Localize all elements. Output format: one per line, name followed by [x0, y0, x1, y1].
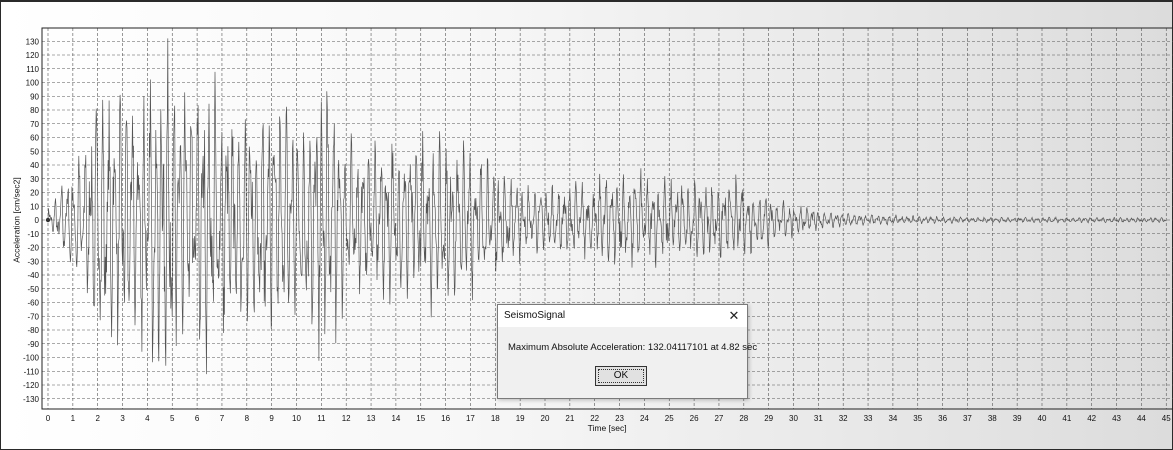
- x-tick-label: 1: [71, 414, 76, 423]
- x-tick-label: 32: [839, 414, 848, 423]
- close-icon[interactable]: ✕: [728, 308, 740, 323]
- x-tick-label: 27: [714, 414, 723, 423]
- y-tick-label: 120: [26, 51, 40, 60]
- x-tick-label: 9: [269, 414, 274, 423]
- y-tick-label: 90: [30, 92, 39, 101]
- x-tick-label: 17: [466, 414, 475, 423]
- x-tick-label: 2: [95, 414, 100, 423]
- y-tick-label: -70: [27, 312, 39, 321]
- y-tick-label: -30: [27, 257, 39, 266]
- y-tick-label: 0: [35, 216, 40, 225]
- x-axis-title: Time [sec]: [588, 423, 627, 433]
- y-tick-label: 40: [30, 161, 39, 170]
- start-point-marker: [45, 217, 51, 223]
- x-tick-label: 14: [391, 414, 400, 423]
- y-tick-label: 60: [30, 134, 39, 143]
- y-tick-label: -50: [27, 285, 39, 294]
- y-axis-title: Acceleration [cm/sec2]: [11, 177, 21, 263]
- y-tick-label: -130: [23, 395, 40, 404]
- y-tick-labels: 1301201101009080706050403020100-10-20-30…: [23, 37, 40, 404]
- x-tick-label: 34: [888, 414, 897, 423]
- x-tick-label: 6: [195, 414, 200, 423]
- x-tick-label: 22: [590, 414, 599, 423]
- x-tick-label: 11: [317, 414, 326, 423]
- y-tick-label: 130: [26, 37, 40, 46]
- y-tick-label: 70: [30, 120, 39, 129]
- acceleration-series: [45, 38, 1167, 375]
- y-tick-label: 80: [30, 106, 39, 115]
- y-tick-label: 30: [30, 175, 39, 184]
- dialog-title: SeismoSignal: [504, 310, 566, 321]
- x-tick-label: 40: [1038, 414, 1047, 423]
- y-tick-label: -80: [27, 326, 39, 335]
- x-tick-label: 12: [342, 414, 351, 423]
- y-tick-label: -100: [23, 354, 40, 363]
- x-tick-label: 24: [640, 414, 649, 423]
- y-tick-label: 10: [30, 202, 39, 211]
- x-tick-label: 45: [1162, 414, 1171, 423]
- x-tick-label: 36: [938, 414, 947, 423]
- y-tick-label: -20: [27, 244, 39, 253]
- y-tick-label: -120: [23, 381, 40, 390]
- x-tick-label: 33: [864, 414, 873, 423]
- y-tick-label: 50: [30, 147, 39, 156]
- x-tick-label: 20: [541, 414, 550, 423]
- message-dialog: SeismoSignal ✕ Maximum Absolute Accelera…: [497, 304, 757, 399]
- x-tick-label: 3: [120, 414, 125, 423]
- x-tick-label: 23: [615, 414, 624, 423]
- y-tick-label: -60: [27, 299, 39, 308]
- x-tick-label: 15: [416, 414, 425, 423]
- ok-button[interactable]: OK: [595, 366, 647, 386]
- x-tick-label: 39: [1013, 414, 1022, 423]
- x-tick-label: 37: [963, 414, 972, 423]
- y-tick-label: -10: [27, 230, 39, 239]
- x-tick-label: 29: [764, 414, 773, 423]
- x-tick-label: 18: [491, 414, 500, 423]
- x-tick-label: 7: [220, 414, 225, 423]
- x-tick-label: 0: [46, 414, 51, 423]
- x-tick-label: 44: [1137, 414, 1146, 423]
- x-tick-label: 41: [1062, 414, 1071, 423]
- y-tick-label: 100: [26, 79, 40, 88]
- x-tick-label: 38: [988, 414, 997, 423]
- x-tick-label: 19: [516, 414, 525, 423]
- chart-frame: [41, 27, 1173, 410]
- x-tick-label: 31: [814, 414, 823, 423]
- window-top-border: [1, 0, 1173, 2]
- acceleration-line: [47, 38, 1167, 375]
- x-tick-label: 30: [789, 414, 798, 423]
- x-tick-label: 5: [170, 414, 175, 423]
- y-tick-label: 110: [26, 65, 39, 74]
- x-tick-label: 16: [441, 414, 450, 423]
- x-tick-label: 28: [739, 414, 748, 423]
- y-tick-label: -110: [24, 367, 40, 376]
- x-tick-label: 26: [690, 414, 699, 423]
- y-tick-label: 20: [30, 189, 39, 198]
- x-tick-label: 10: [292, 414, 301, 423]
- dialog-message: Maximum Absolute Acceleration: 132.04117…: [508, 342, 758, 353]
- y-tick-label: -40: [27, 271, 39, 280]
- x-tick-label: 13: [367, 414, 376, 423]
- x-tick-label: 4: [145, 414, 150, 423]
- dialog-titlebar[interactable]: SeismoSignal ✕: [498, 305, 747, 327]
- x-tick-labels: 0 1 2 3 4 5 6 7 8 9 10 11 12 13 14 15 16 17 18 19 20 21 22 23 24…: [46, 414, 1171, 423]
- plot-border: [41, 27, 1173, 410]
- y-tick-label: -90: [27, 340, 39, 349]
- x-tick-label: 25: [665, 414, 674, 423]
- x-tick-label: 8: [245, 414, 250, 423]
- x-tick-label: 42: [1087, 414, 1096, 423]
- x-tick-label: 35: [913, 414, 922, 423]
- x-tick-label: 21: [565, 414, 574, 423]
- x-tick-label: 43: [1112, 414, 1121, 423]
